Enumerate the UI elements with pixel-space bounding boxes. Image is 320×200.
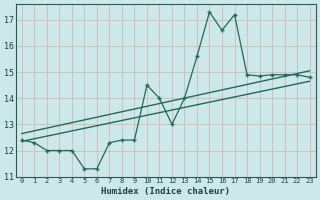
X-axis label: Humidex (Indice chaleur): Humidex (Indice chaleur) (101, 187, 230, 196)
